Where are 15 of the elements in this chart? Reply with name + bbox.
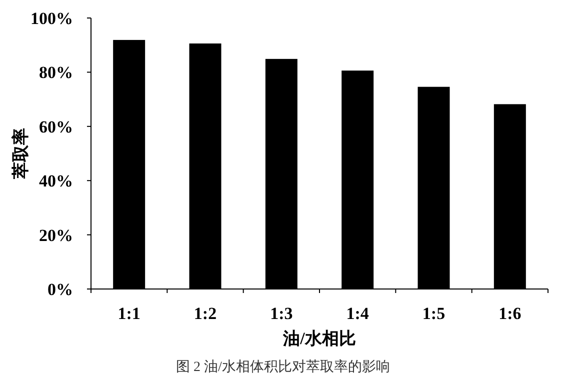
x-tick-label: 1:5: [422, 304, 446, 323]
y-tick-label: 100%: [30, 9, 73, 28]
x-tick-label: 1:3: [270, 304, 293, 323]
y-axis-title: 萃取率: [11, 128, 30, 180]
y-tick-label: 80%: [39, 63, 73, 82]
y-tick-label: 0%: [48, 280, 73, 299]
x-tick-label: 1:2: [194, 304, 217, 323]
x-tick-label: 1:1: [118, 304, 140, 323]
caption: 图 2 油/水相体积比对萃取率的影响: [176, 359, 390, 375]
x-axis-title: 油/水相比: [282, 329, 356, 348]
y-tick-label: 60%: [39, 117, 73, 136]
y-tick-label: 40%: [39, 172, 73, 191]
x-tick-label: 1:6: [498, 304, 522, 323]
x-tick-label: 1:4: [346, 304, 370, 323]
y-tick-label: 20%: [39, 226, 73, 245]
